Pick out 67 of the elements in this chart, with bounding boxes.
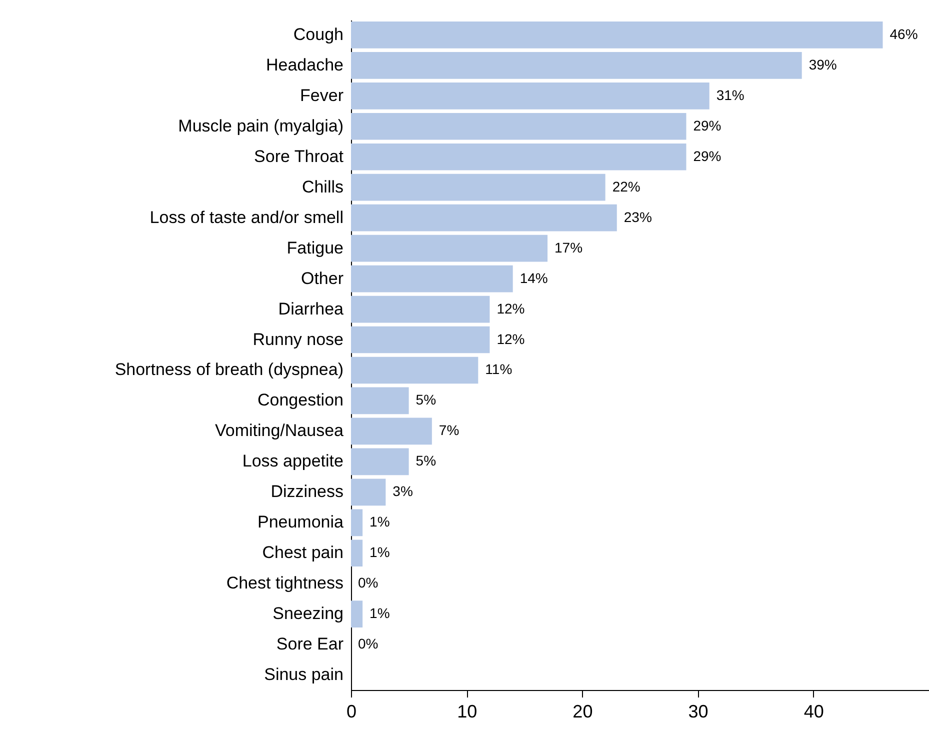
y-tick-label: Sinus pain (264, 665, 344, 684)
y-tick-label: Muscle pain (myalgia) (178, 116, 344, 136)
y-tick-label: Headache (266, 55, 344, 74)
y-tick-label: Sore Throat (254, 146, 344, 166)
data-label: 1% (370, 605, 390, 622)
bar (351, 234, 548, 262)
bar (351, 52, 802, 79)
bar (351, 326, 490, 354)
y-tick-label: Sore Ear (276, 634, 344, 654)
bar (351, 356, 478, 384)
y-tick-label: Vomiting/Nausea (214, 421, 344, 440)
y-tick-label: Cough (293, 24, 344, 44)
y-tick-label: Other (300, 268, 344, 288)
bar (351, 174, 606, 201)
y-tick-label: Chest pain (262, 543, 344, 562)
data-label: 29% (693, 148, 722, 164)
data-label: 23% (624, 208, 652, 225)
data-label: 1% (370, 544, 390, 560)
data-label: 3% (392, 483, 413, 500)
y-tick-label: Fatigue (286, 238, 344, 258)
y-tick-label: Dizziness (270, 482, 344, 502)
x-tick-label: 0 (346, 702, 357, 722)
data-label: 12% (496, 330, 525, 347)
data-label: 5% (416, 392, 436, 408)
bar (351, 509, 363, 536)
x-tick-label: 20 (572, 702, 593, 722)
x-tick-label: 30 (688, 702, 708, 722)
y-tick-label: Chills (302, 177, 344, 196)
bar (351, 387, 409, 414)
x-tick-label: 40 (804, 702, 824, 722)
data-label: 1% (370, 514, 390, 530)
y-tick-label: Sneezing (272, 604, 344, 624)
bar (351, 265, 513, 292)
bar (351, 296, 490, 323)
bar (351, 82, 710, 110)
data-label: 7% (438, 422, 460, 438)
y-tick-label: Fever (300, 86, 344, 105)
data-label: 31% (716, 86, 744, 103)
data-label: 14% (520, 270, 548, 286)
bar (351, 204, 617, 232)
data-label: 22% (612, 178, 640, 194)
y-tick-label: Loss appetite (242, 452, 344, 471)
data-label: 39% (808, 56, 837, 72)
bar (351, 143, 686, 170)
y-tick-label: Diarrhea (278, 299, 344, 318)
data-label: 46% (890, 26, 918, 42)
data-label: 11% (485, 361, 512, 378)
data-label: 5% (416, 452, 436, 469)
data-label: 17% (554, 239, 583, 256)
data-label: 0% (358, 636, 378, 652)
bar (351, 448, 409, 476)
y-tick-label: Runny nose (252, 330, 344, 349)
data-label: 0% (358, 574, 378, 591)
y-tick-label: Chest tightness (226, 574, 344, 593)
y-tick-label: Loss of taste and/or smell (150, 208, 344, 227)
y-tick-label: Shortness of breath (dyspnea) (114, 360, 344, 380)
data-label: 12% (496, 300, 525, 316)
bar (351, 112, 686, 140)
x-tick-label: 10 (457, 702, 478, 722)
y-tick-label: Congestion (257, 390, 344, 410)
y-tick-label: Pneumonia (257, 512, 344, 532)
bar (351, 478, 386, 506)
bar (351, 540, 363, 567)
bar (351, 22, 883, 48)
bar (351, 600, 363, 628)
bar (351, 418, 432, 445)
data-label: 29% (693, 117, 722, 134)
